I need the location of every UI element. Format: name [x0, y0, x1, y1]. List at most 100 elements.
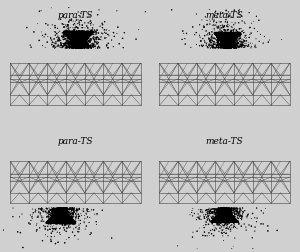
Point	[220, 219, 225, 223]
Point	[220, 214, 225, 218]
Point	[79, 39, 84, 43]
Point	[223, 218, 228, 223]
Point	[79, 39, 84, 43]
Point	[220, 37, 225, 41]
Point	[85, 33, 89, 37]
Point	[233, 218, 238, 222]
Point	[232, 38, 237, 42]
Point	[106, 47, 111, 51]
Point	[81, 34, 86, 38]
Point	[230, 43, 234, 47]
Point	[55, 211, 60, 215]
Point	[223, 212, 227, 216]
Point	[78, 42, 83, 46]
Point	[225, 43, 230, 47]
Point	[56, 240, 60, 244]
Point	[230, 39, 235, 43]
Point	[103, 32, 108, 36]
Point	[59, 215, 64, 219]
Point	[48, 221, 52, 225]
Point	[224, 41, 229, 45]
Point	[83, 35, 88, 39]
Point	[217, 214, 222, 218]
Point	[226, 44, 231, 48]
Point	[65, 215, 70, 219]
Point	[227, 37, 232, 41]
Point	[231, 35, 236, 39]
Point	[220, 47, 225, 51]
Point	[221, 214, 226, 218]
Point	[54, 220, 59, 224]
Point	[224, 46, 229, 50]
Point	[216, 33, 221, 37]
Point	[218, 212, 223, 216]
Point	[218, 47, 223, 51]
Point	[228, 40, 233, 44]
Point	[233, 34, 238, 38]
Point	[80, 40, 85, 44]
Point	[223, 36, 227, 40]
Point	[81, 36, 86, 40]
Point	[72, 34, 77, 38]
Point	[70, 36, 75, 40]
Point	[71, 33, 76, 37]
Point	[194, 218, 199, 222]
Point	[63, 32, 68, 36]
Point	[73, 47, 77, 51]
Point	[76, 41, 80, 45]
Point	[82, 34, 87, 38]
Point	[62, 213, 67, 217]
Point	[64, 34, 69, 38]
Point	[221, 36, 226, 40]
Point	[225, 213, 230, 217]
Point	[64, 42, 68, 46]
Point	[216, 216, 220, 220]
Point	[58, 206, 63, 210]
Point	[70, 220, 74, 224]
Point	[226, 215, 231, 219]
Point	[214, 216, 218, 220]
Point	[74, 41, 79, 45]
Point	[75, 41, 80, 45]
Point	[226, 211, 231, 215]
Point	[225, 219, 230, 223]
Point	[202, 39, 207, 43]
Point	[221, 214, 226, 218]
Point	[55, 214, 60, 218]
Point	[231, 226, 236, 230]
Point	[61, 212, 65, 216]
Point	[53, 212, 58, 216]
Point	[223, 217, 228, 222]
Point	[227, 44, 232, 48]
Point	[56, 207, 61, 211]
Point	[219, 215, 224, 219]
Point	[70, 219, 75, 223]
Point	[226, 42, 231, 46]
Point	[52, 219, 57, 223]
Point	[64, 29, 69, 33]
Point	[222, 214, 227, 218]
Point	[228, 214, 233, 218]
Point	[220, 39, 225, 43]
Point	[47, 219, 52, 223]
Point	[76, 32, 81, 36]
Point	[224, 207, 229, 211]
Point	[225, 45, 230, 49]
Point	[69, 37, 74, 41]
Point	[59, 207, 64, 211]
Point	[219, 37, 224, 41]
Point	[219, 39, 224, 43]
Point	[61, 211, 66, 215]
Point	[218, 213, 223, 217]
Point	[65, 217, 70, 221]
Point	[52, 220, 57, 224]
Point	[70, 40, 75, 44]
Point	[231, 37, 236, 41]
Point	[217, 34, 222, 38]
Point	[225, 43, 230, 47]
Point	[82, 47, 87, 51]
Point	[203, 234, 208, 238]
Point	[70, 221, 75, 225]
Point	[228, 33, 233, 37]
Point	[233, 218, 238, 223]
